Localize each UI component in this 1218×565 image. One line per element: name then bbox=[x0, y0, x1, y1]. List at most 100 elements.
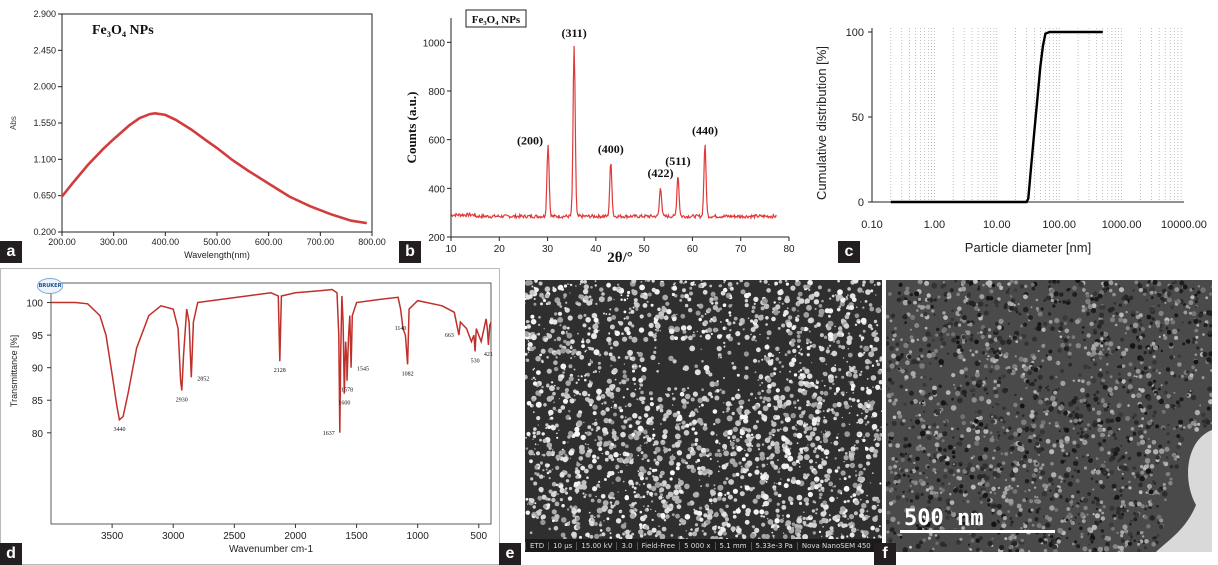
sem-particle bbox=[617, 356, 621, 359]
sem-particle bbox=[593, 349, 600, 356]
tem-nanoparticle bbox=[1107, 403, 1110, 406]
tem-nanoparticle bbox=[1044, 487, 1048, 492]
sem-particle bbox=[858, 334, 862, 338]
tem-nanoparticle bbox=[1014, 367, 1018, 371]
tem-nanoparticle bbox=[1158, 398, 1165, 405]
sem-particle bbox=[806, 338, 810, 343]
tem-nanoparticle bbox=[1137, 344, 1143, 350]
sem-particle bbox=[739, 399, 745, 405]
tem-nanoparticle bbox=[1130, 535, 1133, 539]
tem-nanoparticle bbox=[1009, 280, 1014, 284]
sem-particle bbox=[709, 457, 712, 461]
sem-particle bbox=[680, 519, 687, 526]
tem-nanoparticle bbox=[1099, 356, 1103, 360]
tem-nanoparticle bbox=[1138, 374, 1143, 379]
tem-nanoparticle bbox=[914, 419, 921, 425]
sem-particle bbox=[547, 350, 550, 352]
sem-particle bbox=[573, 481, 579, 487]
sem-particle bbox=[650, 500, 654, 503]
sem-particle bbox=[813, 291, 820, 298]
tem-nanoparticle bbox=[978, 316, 983, 321]
sem-particle bbox=[728, 287, 730, 289]
tem-nanoparticle bbox=[956, 386, 961, 391]
tem-nanoparticle bbox=[1042, 483, 1047, 488]
tem-nanoparticle bbox=[1054, 507, 1059, 512]
tem-nanoparticle bbox=[1002, 406, 1006, 410]
tem-nanoparticle bbox=[1063, 346, 1070, 352]
sem-particle bbox=[819, 440, 822, 444]
sem-particle bbox=[764, 344, 770, 350]
tem-nanoparticle bbox=[1114, 282, 1118, 286]
tem-nanoparticle bbox=[1105, 542, 1110, 547]
tem-nanoparticle bbox=[1166, 440, 1171, 444]
sem-particle bbox=[542, 298, 547, 303]
tem-nanoparticle bbox=[1023, 454, 1027, 459]
y-axis-label: Counts (a.u.) bbox=[404, 92, 419, 164]
x-tick-label: 2000 bbox=[284, 531, 307, 542]
tem-nanoparticle bbox=[1092, 421, 1098, 428]
sem-particle bbox=[834, 469, 839, 473]
sem-particle bbox=[553, 525, 559, 531]
tem-nanoparticle bbox=[902, 473, 906, 477]
tem-nanoparticle bbox=[936, 402, 940, 406]
tem-nanoparticle bbox=[899, 384, 904, 389]
sem-particle bbox=[759, 333, 761, 336]
tem-nanoparticle bbox=[1139, 361, 1144, 365]
tem-nanoparticle bbox=[892, 401, 897, 406]
sem-particle bbox=[627, 349, 633, 356]
tem-nanoparticle bbox=[991, 537, 994, 540]
sem-particle bbox=[759, 509, 765, 515]
tem-nanoparticle bbox=[1149, 464, 1155, 469]
tem-nanoparticle bbox=[990, 365, 994, 368]
tem-nanoparticle bbox=[999, 544, 1005, 551]
tem-nanoparticle bbox=[1133, 517, 1138, 522]
tem-nanoparticle bbox=[1179, 289, 1184, 293]
tem-nanoparticle bbox=[982, 454, 988, 460]
sem-particle bbox=[881, 410, 882, 412]
sem-particle bbox=[777, 290, 783, 296]
sem-particle bbox=[625, 529, 630, 535]
tem-nanoparticle bbox=[924, 326, 928, 330]
sem-particle bbox=[612, 497, 616, 500]
tem-nanoparticle bbox=[1053, 299, 1058, 304]
sem-particle bbox=[703, 320, 709, 326]
sem-particle bbox=[798, 382, 800, 384]
x-tick-label: 1000 bbox=[407, 531, 430, 542]
tem-nanoparticle bbox=[1101, 427, 1106, 432]
tem-nanoparticle bbox=[1080, 387, 1085, 393]
tem-nanoparticle bbox=[1092, 291, 1098, 297]
sem-particle bbox=[866, 494, 868, 497]
tem-nanoparticle bbox=[889, 319, 893, 323]
sem-particle bbox=[800, 353, 803, 356]
sem-particle bbox=[686, 401, 689, 404]
sem-particle bbox=[565, 332, 568, 335]
sem-particle bbox=[865, 415, 868, 418]
sem-particle bbox=[536, 430, 541, 435]
sem-particle bbox=[848, 412, 851, 414]
sem-particle bbox=[628, 307, 632, 311]
sem-particle bbox=[659, 490, 662, 493]
tem-nanoparticle bbox=[1045, 522, 1051, 528]
x-axis-label: 2θ/° bbox=[607, 250, 633, 262]
sem-particle bbox=[625, 377, 630, 382]
sem-particle bbox=[680, 294, 685, 299]
sem-particle bbox=[742, 328, 745, 331]
sem-particle bbox=[545, 426, 548, 430]
sem-particle bbox=[832, 403, 838, 408]
sem-particle bbox=[825, 349, 830, 354]
sem-particle bbox=[639, 357, 645, 363]
sem-particle bbox=[660, 470, 665, 476]
sem-particle bbox=[587, 383, 593, 388]
tem-nanoparticle bbox=[1064, 427, 1070, 433]
sem-particle bbox=[558, 377, 563, 382]
tem-nanoparticle bbox=[1198, 320, 1202, 323]
sem-particle bbox=[740, 465, 743, 468]
sem-particle bbox=[683, 282, 685, 285]
tem-nanoparticle bbox=[950, 317, 955, 322]
sem-particle bbox=[811, 522, 817, 528]
tem-nanoparticle bbox=[1059, 443, 1065, 449]
tem-nanoparticle bbox=[1057, 488, 1063, 493]
tem-nanoparticle bbox=[1171, 452, 1177, 458]
tem-nanoparticle bbox=[1162, 483, 1166, 486]
peak-label: (440) bbox=[692, 124, 718, 138]
